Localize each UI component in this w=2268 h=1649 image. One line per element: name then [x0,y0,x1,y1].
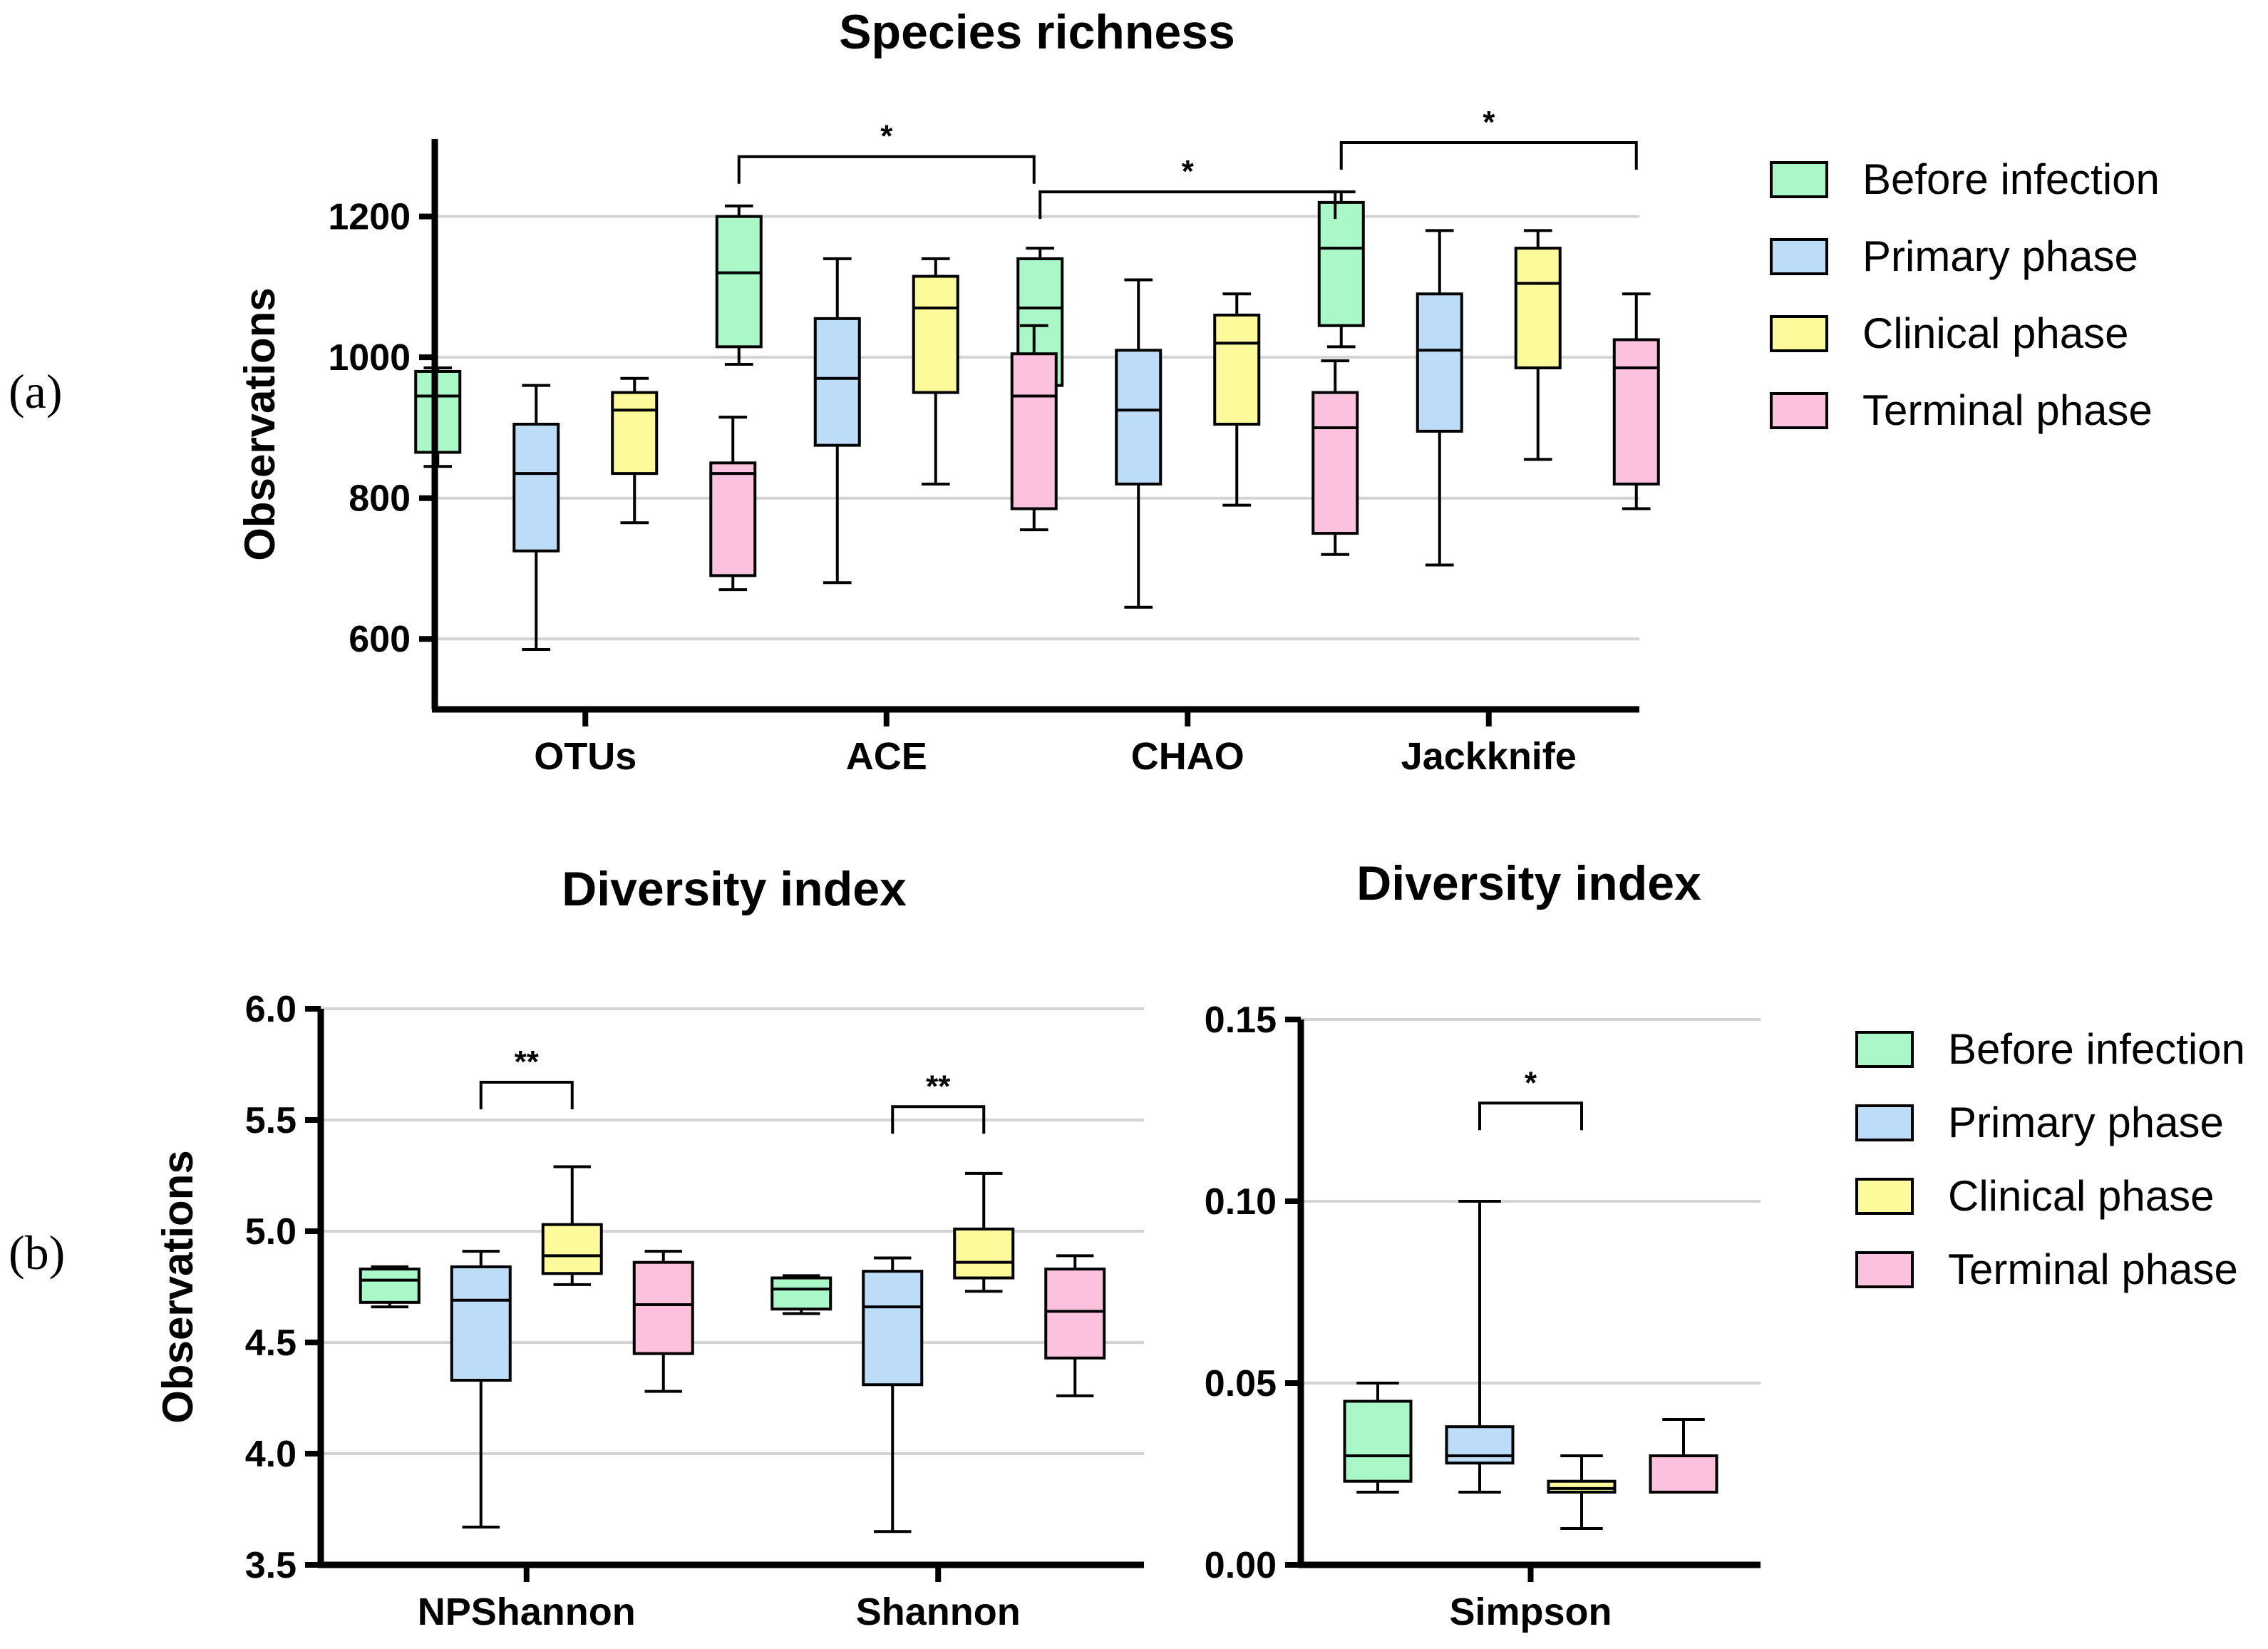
legend-swatch-clinical-phase [1770,315,1828,352]
box-terminal-phase [1311,391,1359,535]
legend-swatch-terminal-phase [1855,1251,1914,1288]
significance-label: ** [515,1044,540,1079]
legend-top: Before infection Primary phase Clinical ph… [1770,155,2160,434]
significance-bracket [891,1105,986,1134]
legend-swatch-clinical-phase [1855,1178,1914,1215]
box-clinical-phase [611,391,659,476]
significance-label: * [1525,1065,1537,1100]
y-tick-label: 1200 [328,197,411,238]
y-tick-label: 0.00 [1205,1545,1277,1586]
significance-bracket [1339,140,1638,170]
y-tick-label: 4.0 [245,1434,297,1475]
chart-title: Diversity index [1356,856,1701,910]
box-primary-phase [450,1265,512,1382]
panel-label-a: (a) [9,364,62,418]
chart-diversity-simpson: Diversity index 0.00 0.05 0.10 0.15 Simpson * [1205,856,1761,1633]
legend-swatch-primary-phase [1770,238,1828,275]
chart-diversity-shannon: Diversity index Observations 3.5 4.0 4.5 5.0 5… [154,862,1144,1633]
y-tick-label: 5.0 [245,1211,297,1253]
box-primary-phase [1445,1425,1515,1465]
box-primary-phase [862,1270,924,1387]
x-tick-label: ACE [846,735,927,778]
y-tick-label: 0.15 [1205,1000,1277,1041]
box-primary-phase [1115,349,1163,486]
legend-label: Clinical phase [1948,1172,2215,1220]
box-clinical-phase [541,1223,603,1275]
legend-label: Primary phase [1862,232,2138,280]
legend-label: Terminal phase [1862,386,2153,434]
legend-swatch-primary-phase [1855,1104,1914,1141]
significance-bracket [479,1080,574,1109]
box-primary-phase [512,423,560,553]
box-clinical-phase [1213,313,1261,426]
legend-swatch-terminal-phase [1770,392,1828,429]
box-clinical-phase [912,274,959,394]
significance-label: * [880,119,893,154]
box-clinical-phase [1547,1479,1617,1494]
x-tick-label: Jackknife [1401,735,1577,778]
x-tick-label: NPShannon [418,1591,636,1633]
box-terminal-phase [632,1260,694,1355]
legend-bottom: Before infection Primary phase Clinical ph… [1855,1025,2245,1293]
y-tick-label: 5.5 [245,1100,297,1141]
box-terminal-phase [1044,1268,1106,1360]
significance-label: * [1182,154,1195,189]
box-before-infection [1343,1399,1413,1483]
y-tick-label: 600 [349,619,411,660]
legend-label: Before infection [1948,1025,2245,1073]
y-tick-label: 800 [349,478,411,520]
legend-label: Before infection [1862,155,2160,203]
legend-label: Clinical phase [1862,309,2129,357]
y-tick-label: 1000 [328,337,411,379]
box-before-infection [1317,200,1365,327]
box-terminal-phase [1010,352,1058,510]
legend-label: Terminal phase [1948,1245,2238,1293]
chart-title: Species richness [839,5,1235,59]
box-terminal-phase [1649,1454,1718,1494]
box-clinical-phase [953,1227,1015,1280]
panel-label-b: (b) [9,1226,65,1280]
y-axis-label: Observations [236,287,284,560]
box-terminal-phase [709,461,757,577]
significance-bracket [1478,1101,1583,1131]
x-tick-label: CHAO [1131,735,1244,778]
box-primary-phase [1416,292,1463,433]
significance-bracket [737,155,1036,184]
chart-title: Diversity index [562,862,907,916]
legend-swatch-before-infection [1770,161,1828,198]
box-before-infection [715,215,763,349]
box-before-infection [359,1268,421,1304]
significance-label: * [1483,105,1495,140]
y-tick-label: 6.0 [245,989,297,1030]
legend-swatch-before-infection [1855,1031,1914,1068]
legend-label: Primary phase [1948,1099,2224,1146]
y-tick-label: 3.5 [245,1545,297,1586]
box-primary-phase [813,317,861,447]
y-tick-label: 0.05 [1205,1363,1277,1404]
significance-bracket [1038,190,1337,220]
y-tick-label: 0.10 [1205,1181,1277,1223]
box-clinical-phase [1514,247,1562,369]
significance-label: ** [926,1069,951,1104]
chart-species-richness: Species richness Observations 600 800 1000 12… [236,5,1660,778]
x-tick-label: Simpson [1449,1591,1612,1633]
x-tick-label: Shannon [856,1591,1021,1633]
x-tick-label: OTUs [534,735,636,778]
box-terminal-phase [1612,338,1660,486]
box-before-infection [770,1276,833,1311]
y-axis-label: Observations [154,1150,202,1423]
y-tick-label: 4.5 [245,1322,297,1364]
